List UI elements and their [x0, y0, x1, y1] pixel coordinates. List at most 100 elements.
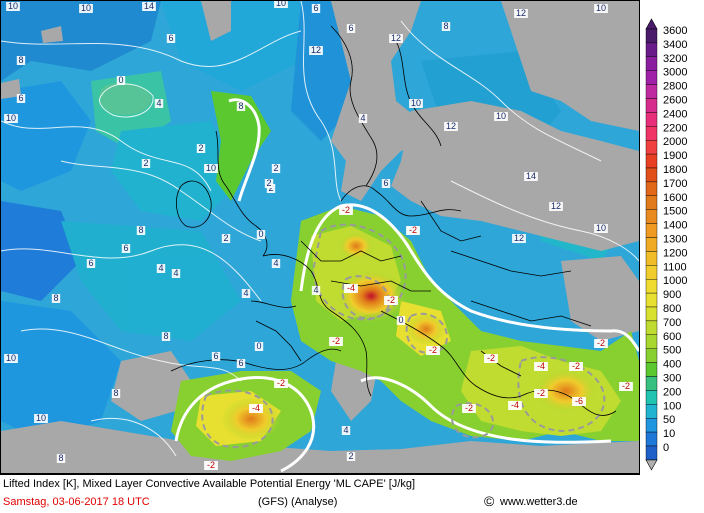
li-label-bg: [171, 269, 181, 278]
weather-map: 1081014106612812100261042642812101210141…: [0, 0, 640, 474]
li-label: 2: [223, 233, 228, 243]
cape-colour-scale: 3600 3400 3200 3000 2800 2600 2400 2200 2000 1900…: [640, 0, 704, 474]
li-label-bg: [494, 112, 508, 121]
li-negative-contours: [201, 223, 606, 449]
scale-label: 0: [663, 442, 669, 454]
map-title-line: Lifted Index [K], Mixed Layer Convective…: [0, 474, 640, 494]
li-label-bg: [16, 56, 26, 65]
li-label-bg: [549, 202, 563, 211]
li-label: 6: [18, 93, 23, 103]
scale-swatch: [645, 279, 658, 294]
scale-swatch: [645, 237, 658, 252]
li-label: -4: [347, 283, 355, 293]
li-label: 0: [398, 315, 403, 325]
li-label: 12: [446, 121, 456, 131]
scale-label: 800: [663, 303, 681, 315]
li-label-bg: [204, 461, 218, 470]
scale-swatch: [645, 56, 658, 71]
li-label-bg: [166, 34, 176, 43]
copyright-icon: ©: [484, 493, 495, 509]
li-label: 10: [6, 353, 16, 363]
li-label-bg: [311, 4, 321, 13]
li-label-bg: [204, 164, 218, 173]
li-label-bg: [389, 34, 403, 43]
scale-label: 1600: [663, 192, 687, 204]
scale-label: 1400: [663, 220, 687, 232]
li-label-bg: [236, 102, 246, 111]
li-label-bg: [534, 362, 548, 371]
li-label-layer: 1081014106612812100261042642812101210141…: [4, 1, 633, 470]
li-label-bg: [236, 359, 246, 368]
li-label-bg: [358, 114, 368, 123]
li-label-bg: [426, 346, 440, 355]
li-label-bg: [594, 224, 608, 233]
scale-swatch: [645, 209, 658, 224]
li-label: -2: [207, 460, 215, 470]
li-label: 4: [343, 425, 348, 435]
scale-swatch: [645, 126, 658, 141]
scale-swatch: [645, 404, 658, 419]
li-label-bg: [121, 244, 131, 253]
li-label: 10: [496, 111, 506, 121]
map-info-line: Samstag, 03-06-2017 18 UTC (GFS) (Analys…: [0, 493, 640, 512]
scale-label: 3200: [663, 53, 687, 65]
li-label-bg: [512, 234, 526, 243]
scale-label: 2200: [663, 122, 687, 134]
scale-label: 2000: [663, 136, 687, 148]
scale-label: 900: [663, 289, 681, 301]
li-label: 4: [158, 263, 163, 273]
scale-label: 1000: [663, 275, 687, 287]
li-label-bg: [16, 94, 26, 103]
scale-colour-bars: [645, 18, 658, 471]
li-label-bg: [161, 332, 171, 341]
scale-swatch: [645, 223, 658, 238]
li-label: 10: [36, 413, 46, 423]
li-label: 4: [313, 285, 318, 295]
scale-swatch: [645, 265, 658, 280]
li-label: 8: [443, 21, 448, 31]
li-label-bg: [514, 9, 528, 18]
scale-label: 1800: [663, 164, 687, 176]
li-label: -2: [409, 225, 417, 235]
li-label-bg: [508, 401, 522, 410]
li-label: 12: [516, 8, 526, 18]
li-label: 4: [173, 268, 178, 278]
li-label: -2: [572, 361, 580, 371]
li-label-bg: [406, 226, 420, 235]
li-label-bg: [256, 230, 266, 239]
li-label: 0: [256, 341, 261, 351]
scale-label: 2600: [663, 95, 687, 107]
li-label-bg: [271, 259, 281, 268]
li-label: 14: [144, 1, 154, 11]
scale-label: 10: [663, 428, 675, 440]
li-label-bg: [241, 289, 251, 298]
li-label: 10: [6, 113, 16, 123]
scale-swatch: [645, 362, 658, 377]
li-label-bg: [141, 159, 151, 168]
scale-swatch: [645, 431, 658, 447]
li-label-bg: [346, 452, 356, 461]
li-label-bg: [116, 76, 126, 85]
li-label: 10: [81, 3, 91, 13]
li-label: -4: [252, 403, 260, 413]
li-label: 6: [383, 178, 388, 188]
li-label: -2: [277, 378, 285, 388]
li-label: 2: [348, 451, 353, 461]
scale-swatch: [645, 251, 658, 266]
li-label: 10: [411, 98, 421, 108]
scale-label: 1900: [663, 150, 687, 162]
li-label-bg: [274, 1, 288, 8]
scale-label: 1300: [663, 234, 687, 246]
li-label: 4: [360, 113, 365, 123]
scale-swatch: [645, 112, 658, 127]
map-title: Lifted Index [K], Mixed Layer Convective…: [3, 478, 416, 490]
scale-label: 400: [663, 359, 681, 371]
li-label-bg: [441, 22, 451, 31]
li-label-bg: [221, 234, 231, 243]
scale-label: 2400: [663, 108, 687, 120]
scale-swatch: [645, 418, 658, 433]
li-label-bg: [56, 454, 66, 463]
li-label: -2: [387, 295, 395, 305]
li-isolines: [1, 1, 639, 457]
credit-link[interactable]: www.wetter3.de: [500, 496, 578, 508]
